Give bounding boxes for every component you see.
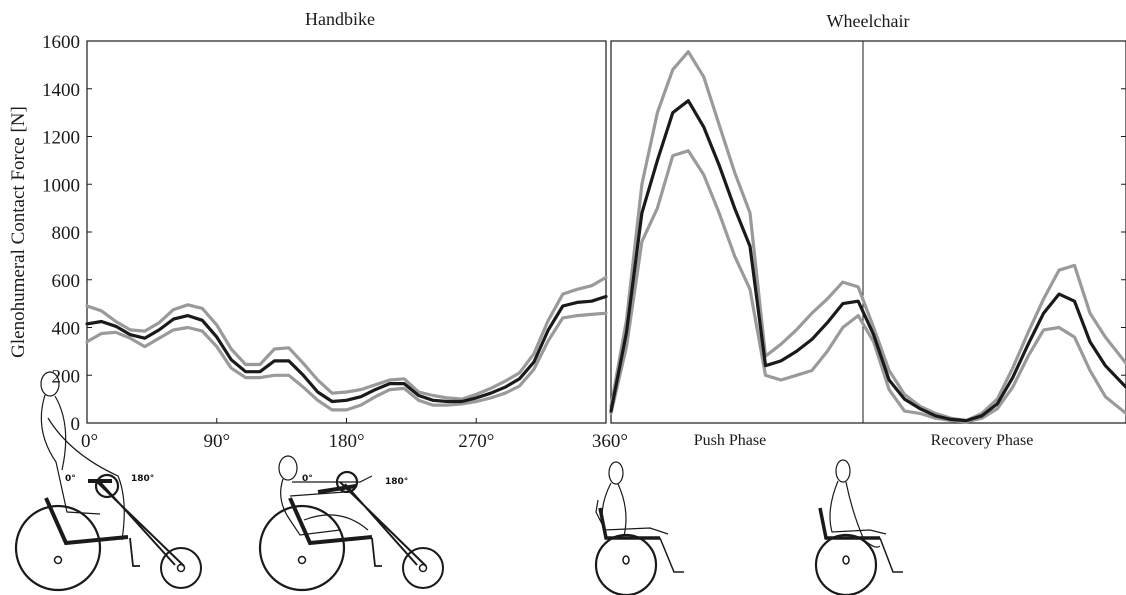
y-tick-label: 600: [52, 271, 81, 292]
push-phase-label: Push Phase: [694, 432, 766, 449]
handbike-illustration-180deg: [258, 455, 444, 592]
x-tick-label: 180°: [328, 431, 364, 452]
wheelchair-upper-line: [609, 50, 1126, 423]
y-tick-label: 800: [52, 223, 81, 244]
y-tick-label: 1200: [42, 128, 80, 149]
y-tick-label: 1000: [42, 175, 80, 196]
handbike-lower-line: [85, 311, 608, 412]
handbike-curves: [85, 275, 608, 412]
handbike-illustration-0deg: [14, 371, 202, 592]
x-tick-label: 90°: [203, 431, 230, 452]
wheelchair-plot-frame: [610, 40, 1126, 424]
handbike-upper-line: [85, 275, 608, 401]
axis-ticks: 0 200 400 600 800 1000 1200 1400 1600 0° 90° 180° 27…: [42, 32, 1126, 452]
handbike-mean-line: [85, 294, 608, 404]
wheelchair-illustration-push: [594, 461, 684, 595]
recovery-phase-label: Recovery Phase: [931, 432, 1034, 449]
wheelchair-mean-line: [609, 99, 1126, 423]
y-tick-label: 1400: [42, 80, 80, 101]
y-tick-label: 0: [71, 414, 81, 435]
illus2-angle-0: 0°: [302, 474, 313, 484]
wheelchair-lower-line: [609, 149, 1126, 424]
y-tick-label: 400: [52, 319, 81, 340]
illus2-angle-180: 180°: [385, 477, 408, 487]
illus1-angle-0: 0°: [65, 474, 76, 484]
x-tick-label: 270°: [458, 431, 494, 452]
x-tick-label: 360°: [592, 431, 628, 452]
y-tick-label: 200: [52, 366, 81, 387]
x-tick-label: 0°: [81, 431, 98, 452]
wheelchair-curves: [609, 50, 1126, 424]
y-tick-label: 1600: [42, 32, 80, 53]
y-axis-label: Glenohumeral Contact Force [N]: [8, 106, 29, 358]
wheelchair-illustration-recovery: [814, 459, 903, 595]
title-handbike: Handbike: [305, 9, 375, 29]
illus1-angle-180: 180°: [131, 474, 154, 484]
handbike-plot-frame: [86, 40, 607, 424]
title-wheelchair: Wheelchair: [827, 11, 910, 31]
